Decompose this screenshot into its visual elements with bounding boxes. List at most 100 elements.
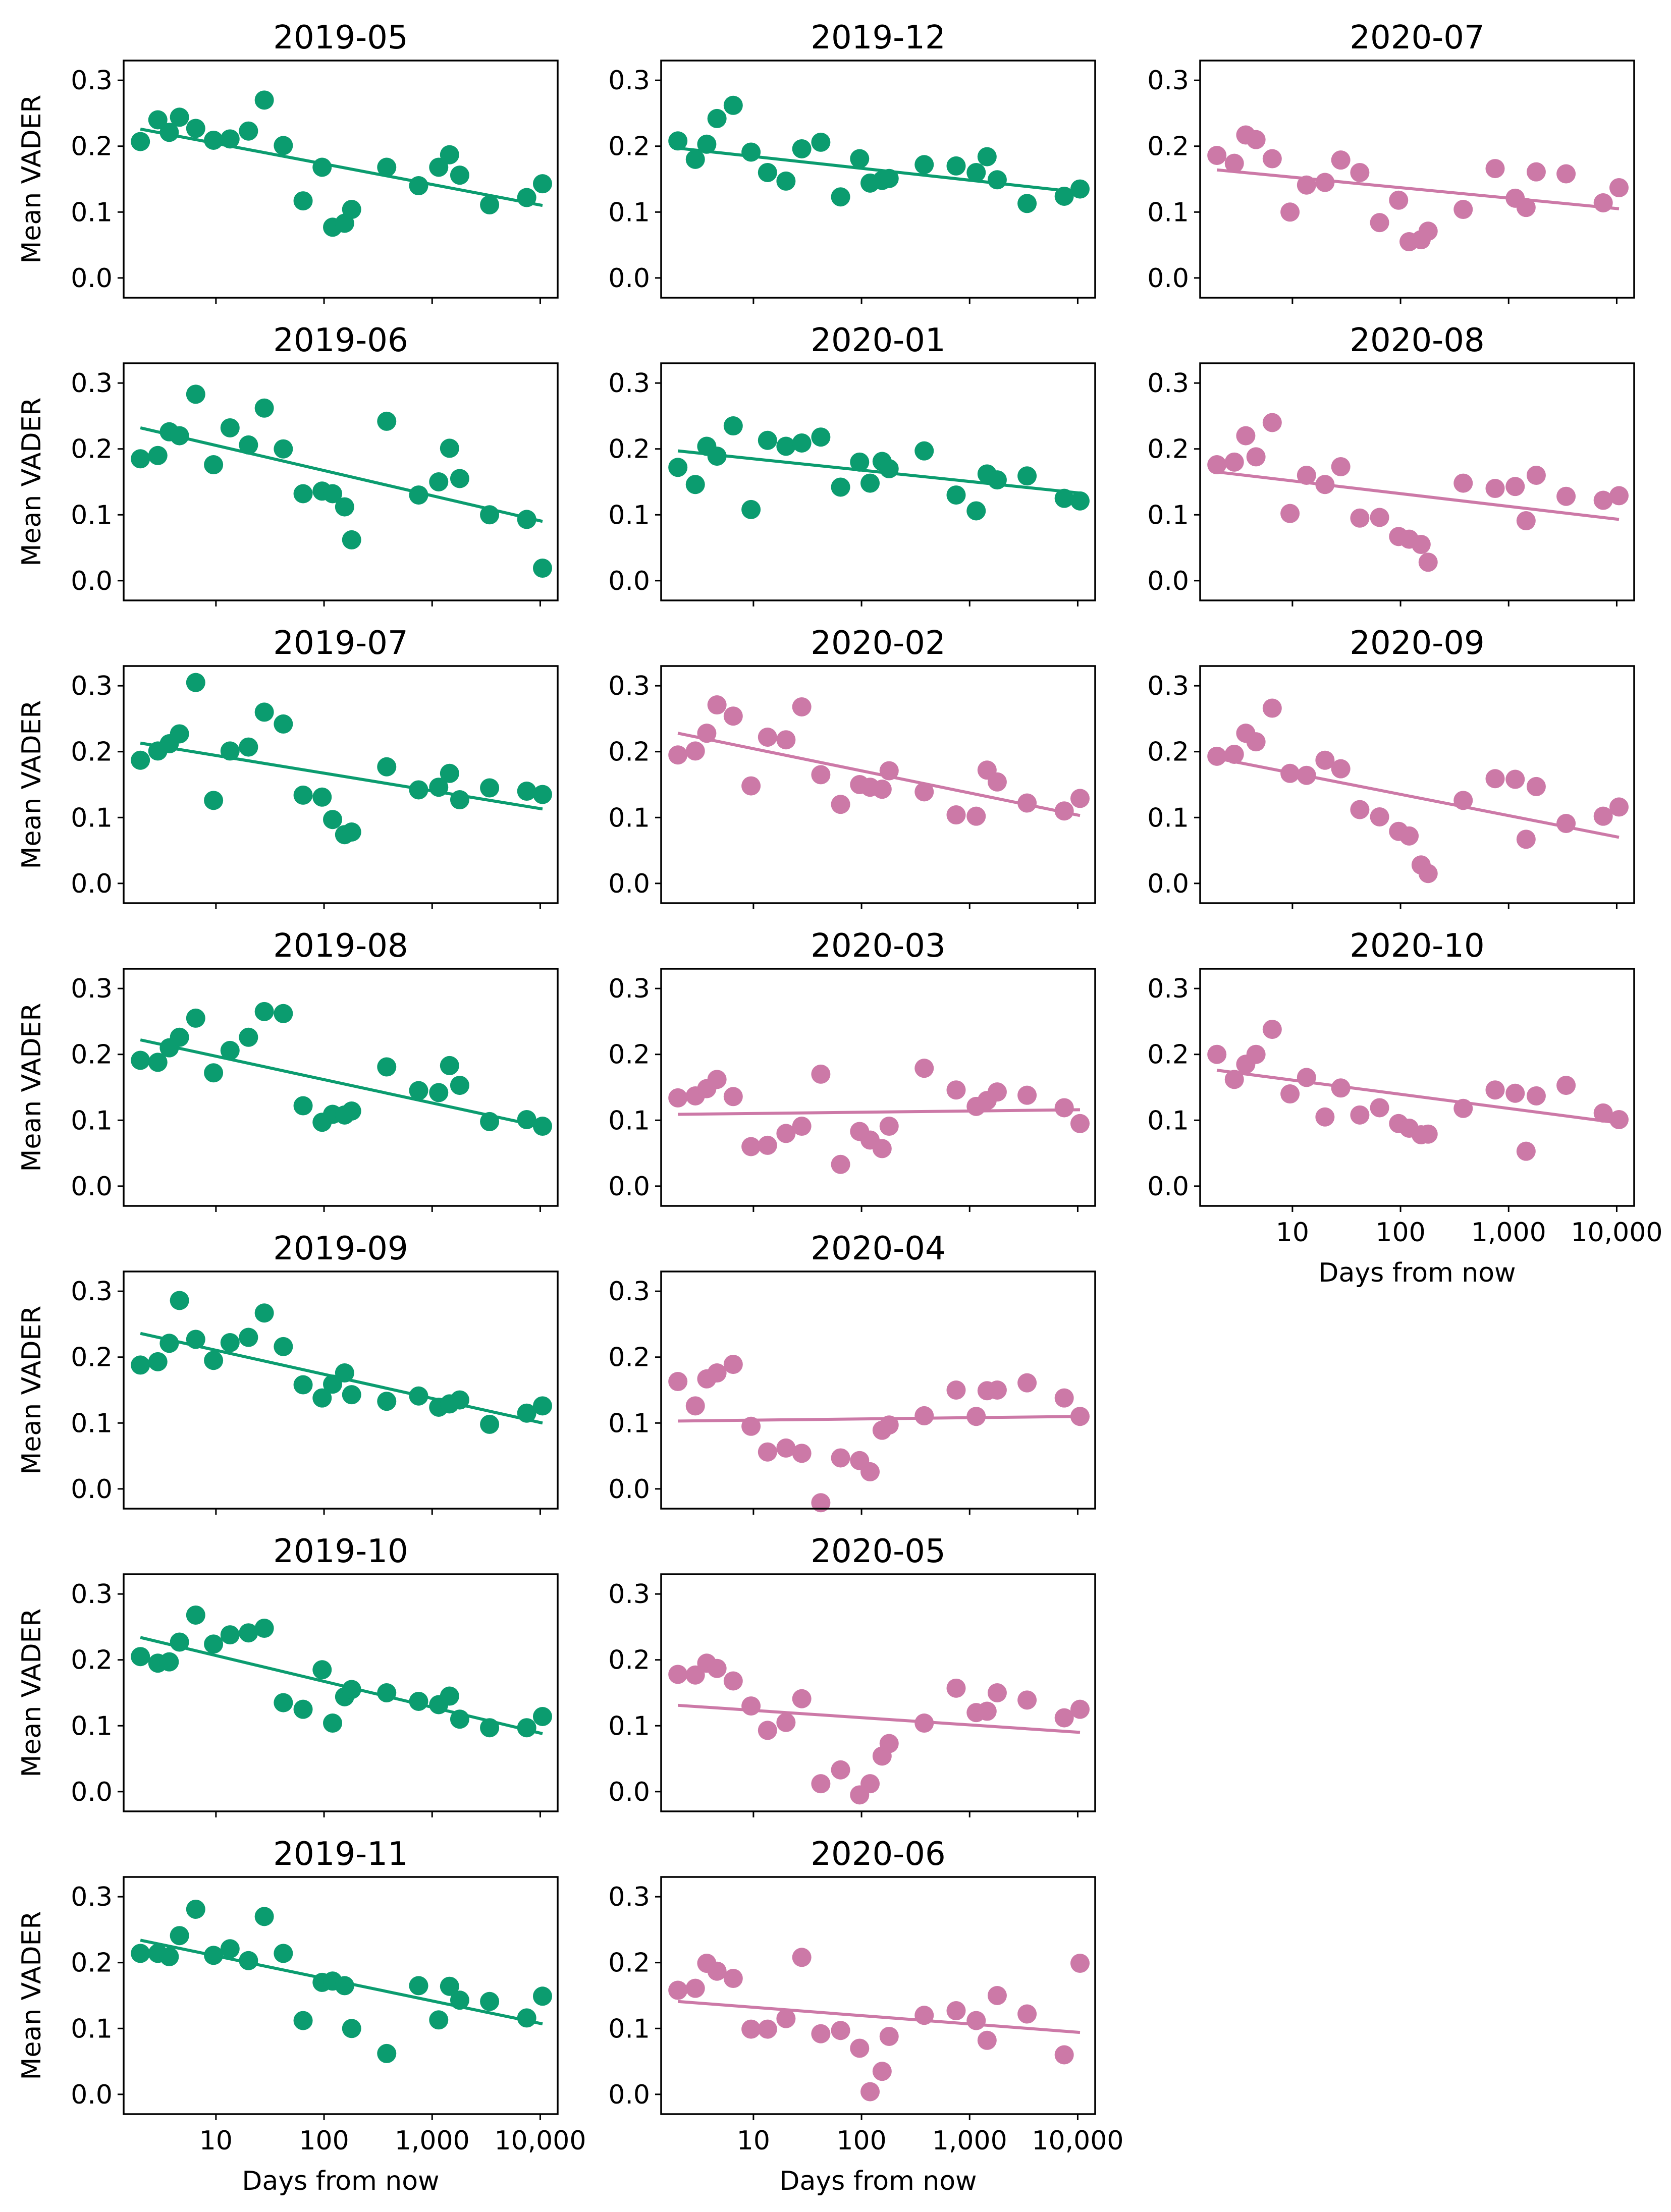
data-point [1453, 200, 1473, 219]
trend-line [678, 1108, 1081, 1116]
data-point [1224, 452, 1244, 472]
data-point [1246, 1044, 1266, 1064]
data-point [440, 438, 459, 458]
y-tick-label: 0.0 [71, 1172, 113, 1202]
data-point [1485, 159, 1505, 179]
data-point [254, 90, 274, 110]
panel-title: 2020-02 [811, 625, 945, 662]
data-point [342, 530, 361, 549]
data-point [450, 1076, 469, 1095]
data-point [1331, 759, 1351, 779]
data-point [1418, 1124, 1438, 1144]
data-point [1262, 149, 1282, 169]
data-point [741, 142, 761, 162]
data-point [450, 469, 469, 488]
data-point [860, 473, 880, 493]
data-point [293, 1096, 313, 1116]
y-tick-label: 0.2 [71, 1040, 113, 1070]
data-point [1370, 1098, 1389, 1118]
data-point [850, 149, 870, 169]
y-tick-label: 0.1 [71, 197, 113, 228]
data-point [274, 1693, 293, 1712]
y-tick-label: 0.2 [71, 1948, 113, 1978]
data-point [758, 1135, 777, 1155]
data-point [1017, 466, 1037, 486]
data-point [1262, 698, 1282, 718]
data-point [429, 1083, 449, 1102]
data-point [204, 130, 224, 150]
data-point [409, 1691, 428, 1711]
data-point [872, 780, 892, 799]
data-point [148, 1053, 168, 1072]
data-point [697, 134, 717, 154]
y-tick-label: 0.3 [71, 66, 113, 96]
data-point [831, 187, 850, 207]
data-point [707, 1363, 727, 1383]
data-point [254, 1619, 274, 1638]
data-point [776, 2009, 796, 2028]
panel-frame [1199, 60, 1635, 299]
data-point [758, 162, 777, 182]
data-point [1054, 2045, 1074, 2065]
data-point [517, 510, 536, 529]
data-point [776, 1712, 796, 1732]
data-point [480, 778, 500, 798]
data-point [1315, 1107, 1335, 1127]
y-tick-label: 0.2 [608, 132, 650, 162]
y-tick-label: 0.2 [71, 1343, 113, 1373]
data-point [1593, 193, 1613, 212]
data-point [1350, 162, 1370, 182]
data-point [323, 1374, 343, 1394]
y-tick-label: 0.0 [71, 566, 113, 596]
data-point [946, 156, 966, 176]
data-point [1207, 146, 1227, 165]
data-point [987, 170, 1007, 190]
data-point [204, 1634, 224, 1654]
y-tick-label: 0.3 [1147, 368, 1189, 399]
data-point [946, 1380, 966, 1400]
data-point [879, 459, 899, 478]
data-point [1207, 746, 1227, 766]
data-point [220, 129, 240, 149]
trend-line [1216, 168, 1620, 210]
data-point [811, 427, 831, 447]
panel-2020-09: 2020-09 0.0 0.1 0.2 0.3 [1147, 625, 1635, 909]
data-point [1207, 455, 1227, 475]
data-point [204, 1063, 224, 1083]
y-tick-label: 0.3 [71, 1882, 113, 1912]
data-point [1556, 486, 1576, 506]
data-point [872, 2062, 892, 2081]
data-point [131, 750, 150, 770]
y-tick-label: 0.2 [1147, 434, 1189, 465]
y-tick-label: 0.0 [608, 1172, 650, 1202]
data-point [532, 1707, 552, 1726]
data-point [946, 2001, 966, 2021]
data-point [517, 1110, 536, 1129]
data-point [204, 791, 224, 810]
data-point [811, 1493, 831, 1513]
x-tick-label: 100 [299, 2126, 349, 2156]
data-point [440, 1976, 459, 1996]
y-tick-label: 0.3 [608, 671, 650, 701]
data-point [1054, 186, 1074, 206]
data-point [879, 1117, 899, 1136]
y-tick-label: 0.2 [1147, 132, 1189, 162]
data-point [429, 778, 449, 797]
data-point [758, 728, 777, 747]
x-tick-label: 10,000 [494, 2126, 586, 2156]
data-point [1526, 777, 1546, 796]
data-point [831, 1760, 850, 1780]
data-point [792, 697, 812, 716]
y-tick-label: 0.3 [608, 1882, 650, 1912]
data-point [879, 2026, 899, 2046]
data-point [879, 761, 899, 781]
data-point [860, 2082, 880, 2102]
data-point [1370, 807, 1389, 826]
panel-frame [1199, 968, 1635, 1207]
data-point [1593, 1103, 1613, 1123]
data-point [170, 1291, 189, 1310]
data-point [274, 1004, 293, 1023]
data-point [1224, 744, 1244, 764]
data-point [1370, 213, 1389, 233]
data-point [293, 1699, 313, 1719]
